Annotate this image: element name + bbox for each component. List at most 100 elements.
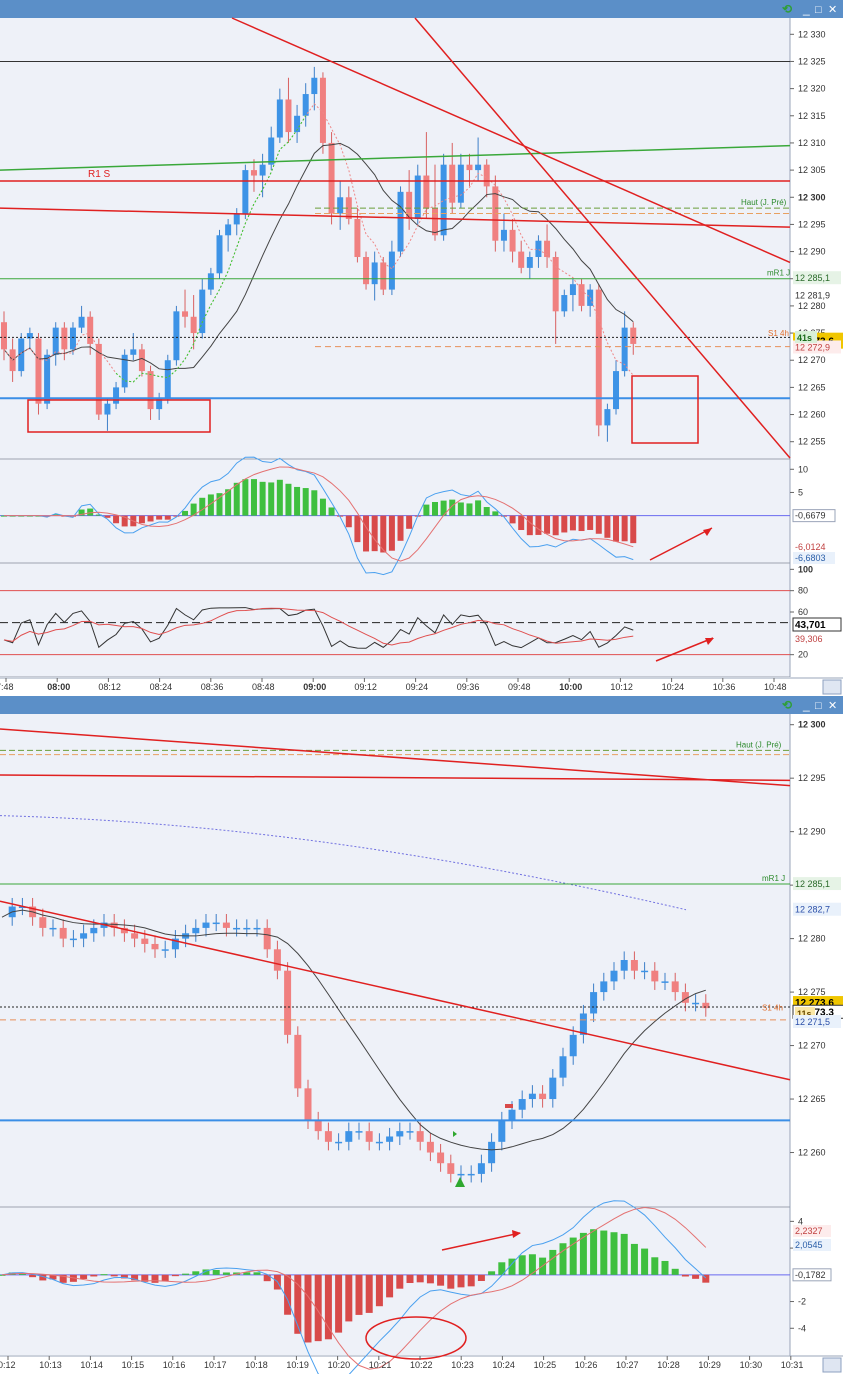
bottom-corner-button[interactable] — [822, 1357, 842, 1373]
macd1-histogram-bar — [294, 486, 301, 516]
top-countdown: 41s — [797, 333, 812, 343]
bottom-candle — [273, 949, 281, 971]
bottom-x-tick-label: 10:24 — [492, 1360, 515, 1370]
macd1-histogram-bar — [138, 515, 145, 524]
bottom-candle — [304, 1088, 312, 1121]
osc1-bg — [0, 564, 790, 676]
bottom-trendline-descending — [0, 900, 791, 1081]
macd2-histogram-bar — [549, 1249, 557, 1275]
macd1-histogram-bar — [95, 514, 102, 516]
bottom-y-tick-label: 12 290 — [798, 827, 826, 837]
bottom-candle — [590, 992, 598, 1014]
macd1-value-label: -6,6803 — [795, 553, 826, 563]
macd2-value-bg — [793, 1239, 831, 1251]
bottom-candle — [620, 960, 628, 971]
bottom-candle — [641, 970, 649, 973]
top-y-tick-label: 12 260 — [798, 410, 826, 420]
bottom-candle — [426, 1141, 434, 1153]
macd2-histogram-bar — [416, 1274, 424, 1283]
top-candle — [95, 343, 102, 415]
top-countdown-bg — [795, 331, 817, 343]
macd2-histogram-bar — [355, 1274, 363, 1315]
macd2-histogram-bar — [692, 1274, 700, 1279]
bottom-x-tick-label: 10:31 — [781, 1360, 804, 1370]
macd2-histogram-bar — [630, 1243, 638, 1275]
macd2-histogram-bar — [406, 1274, 414, 1284]
bottom-candle — [579, 1013, 587, 1035]
top-candle — [156, 398, 163, 410]
bottom-sync-icon[interactable]: ⟲ — [782, 698, 793, 712]
top-ref-b-label-bg — [793, 288, 841, 302]
bottom-maximize-button[interactable]: □ — [815, 700, 822, 712]
macd2-histogram-bar — [477, 1274, 485, 1281]
bottom-x-tick-label: 10:18 — [245, 1360, 268, 1370]
bottom-candle — [692, 1002, 700, 1005]
top-sync-icon[interactable]: ⟲ — [782, 2, 793, 16]
macd1-histogram-bar — [268, 482, 275, 516]
bottom-candle — [161, 949, 169, 951]
bottom-trendline-upper — [0, 728, 791, 787]
bottom-y-tick-label: 12 270 — [798, 1041, 826, 1051]
top-candle — [388, 251, 395, 290]
top-minimize-button[interactable]: _ — [802, 2, 810, 16]
top-candle — [276, 99, 283, 138]
top-candle — [466, 164, 473, 171]
bottom-candle — [406, 1131, 414, 1133]
bottom-close-button[interactable]: ✕ — [828, 700, 837, 712]
bottom-y-tick-label: 12 300 — [798, 720, 826, 730]
top-candle — [475, 164, 482, 171]
macd1-histogram-bar — [604, 515, 611, 538]
top-close-button[interactable]: ✕ — [828, 4, 837, 16]
bottom-candle — [284, 970, 292, 1035]
bottom-candle — [131, 933, 139, 939]
bottom-candle — [90, 927, 98, 934]
sell-signal-icon — [505, 1104, 513, 1108]
top-candle — [440, 164, 447, 236]
bottom-candle — [365, 1131, 373, 1142]
bottom-candle — [120, 927, 128, 934]
macd1-histogram-bar — [363, 515, 370, 552]
bottom-candle — [69, 938, 77, 941]
macd1-value-bg — [792, 509, 836, 523]
top-candle — [44, 354, 51, 404]
macd1-histogram-bar — [302, 488, 309, 516]
bottom-y-tick-label: 12 275 — [798, 987, 826, 997]
top-corner-button[interactable] — [822, 679, 842, 695]
macd1-line — [4, 456, 634, 576]
macd1-histogram-bar — [561, 515, 568, 533]
bottom-candle — [80, 933, 88, 939]
bottom-y-tick-label: 12 280 — [798, 934, 826, 944]
bottom-candle — [518, 1099, 526, 1110]
macd2-histogram-bar — [131, 1274, 139, 1281]
macd1-histogram-bar — [156, 515, 163, 520]
macd1-histogram-bar — [182, 510, 189, 516]
bottom-mr1-label: mR1 J — [762, 874, 785, 883]
macd2-histogram-bar — [518, 1255, 526, 1275]
macd1-histogram-bar — [354, 515, 361, 543]
bottom-minimize-button[interactable]: _ — [802, 698, 810, 712]
macd2-histogram-bar — [559, 1243, 567, 1275]
top-candle — [78, 316, 85, 328]
top-candle — [613, 371, 620, 410]
top-candle — [26, 333, 33, 339]
bottom-haut-label: Haut (J. Pré) — [736, 740, 782, 749]
top-candle — [138, 349, 145, 372]
macd2-histogram-bar — [335, 1274, 343, 1333]
top-candle — [509, 229, 516, 252]
top-maximize-button[interactable]: □ — [815, 4, 822, 16]
macd2-histogram-bar — [182, 1273, 190, 1275]
macd1-histogram-bar — [475, 500, 482, 516]
bottom-candle — [528, 1093, 536, 1100]
osc-y-tick-label: 60 — [798, 607, 808, 617]
top-candle — [311, 77, 318, 95]
top-x-tick-label: 10:24 — [662, 682, 685, 692]
macd1-y-tick-label: 5 — [798, 487, 803, 497]
bottom-candle — [192, 927, 200, 934]
macd2-histogram-bar — [284, 1274, 292, 1315]
macd2-histogram-bar — [590, 1229, 598, 1275]
macd2-histogram-bar — [141, 1274, 149, 1282]
macd2-histogram-bar — [610, 1232, 618, 1275]
top-candle — [449, 164, 456, 203]
top-candle — [621, 327, 628, 372]
